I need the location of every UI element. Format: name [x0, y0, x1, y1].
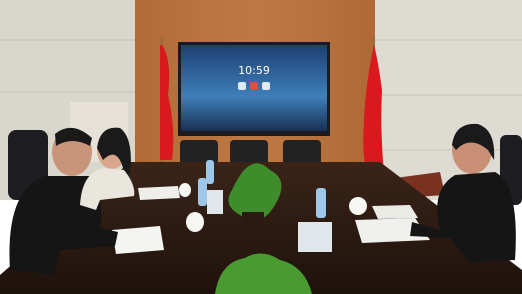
- chair: [230, 140, 268, 165]
- app-icon: [250, 82, 258, 90]
- app-icon: [262, 82, 270, 90]
- chair: [283, 140, 321, 165]
- app-icon: [238, 82, 246, 90]
- tea-cup: [179, 183, 191, 197]
- paper: [138, 186, 180, 200]
- notebook: [112, 226, 164, 254]
- page: 10:59 (() => { const data = JSON.parse(d…: [0, 0, 522, 294]
- water-bottle: [206, 160, 214, 184]
- screen-time: 10:59: [238, 64, 270, 77]
- right-wall: [375, 0, 522, 200]
- tea-cup: [186, 212, 204, 232]
- meeting-photo: 10:59: [0, 0, 522, 294]
- tissue-box: [207, 190, 223, 214]
- tea-cup: [349, 197, 367, 215]
- paper: [372, 205, 418, 219]
- plant-pot: [242, 212, 264, 234]
- water-bottle: [198, 178, 207, 206]
- tissue-box: [298, 222, 332, 252]
- water-bottle: [316, 188, 326, 218]
